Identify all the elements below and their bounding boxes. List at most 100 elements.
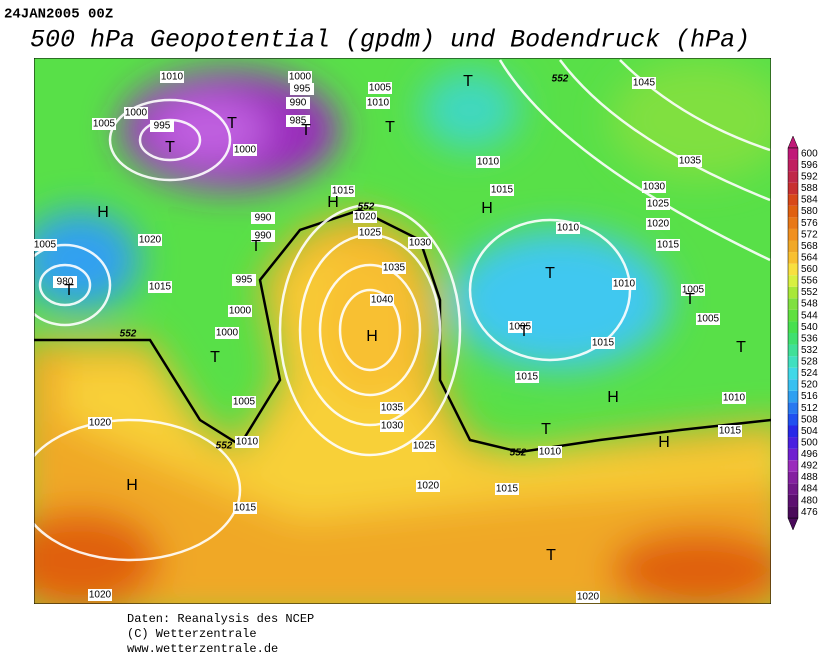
isobar-label-bg xyxy=(646,198,670,210)
colorbar-label: 600 xyxy=(801,148,818,159)
pressure-center: T xyxy=(545,265,555,282)
isobar-label-bg xyxy=(88,417,112,429)
isobar-label: 1040 xyxy=(371,295,394,306)
isobar-label-bg xyxy=(358,227,382,239)
colorbar-swatch xyxy=(788,240,798,253)
isobar-label-bg xyxy=(718,425,742,437)
colorbar-swatch xyxy=(788,333,798,345)
isobar-label: 1045 xyxy=(633,78,656,89)
contour-label: 552 xyxy=(510,448,527,459)
colorbar-label: 528 xyxy=(801,357,818,368)
isobar-label: 1015 xyxy=(491,185,514,196)
pressure-center: H xyxy=(327,194,339,211)
isobar-label: 1035 xyxy=(381,403,404,414)
isobar-label-bg xyxy=(380,402,404,414)
isobar-label: 980 xyxy=(57,277,74,288)
pressure-center: T xyxy=(210,349,220,366)
footer-line: (C) Wetterzentrale xyxy=(127,627,257,641)
isobar-label-bg xyxy=(366,97,390,109)
colorbar-label: 548 xyxy=(801,299,818,310)
isobar-label-bg xyxy=(251,230,275,242)
isobar-label-bg xyxy=(412,440,436,452)
colorbar-swatch xyxy=(788,309,798,322)
isobar-label: 1010 xyxy=(613,279,636,290)
isobar-label-bg xyxy=(368,82,392,94)
isobar-label-bg xyxy=(515,371,539,383)
isobar-label: 1015 xyxy=(234,503,257,514)
isobar-label-bg xyxy=(232,396,256,408)
colorbar-swatch xyxy=(788,252,798,264)
isobar-label: 995 xyxy=(154,121,171,132)
isobar-label: 1000 xyxy=(289,72,312,83)
pressure-center: T xyxy=(546,547,556,564)
pressure-center: T xyxy=(685,291,695,308)
isobar-label-bg xyxy=(642,181,666,193)
isobar-label-bg xyxy=(408,237,432,249)
date: 24JAN2005 00Z xyxy=(4,7,113,23)
isobar-label-bg xyxy=(228,305,252,317)
isobar-label-bg xyxy=(490,184,514,196)
isobar-label: 1000 xyxy=(216,328,239,339)
colorbar-label: 584 xyxy=(801,195,818,206)
colorbar-swatch xyxy=(788,425,798,438)
colorbar-frame xyxy=(787,147,799,519)
pressure-center: H xyxy=(366,328,378,345)
pressure-center: H xyxy=(97,204,109,221)
colorbar-label: 580 xyxy=(801,206,818,217)
colorbar-label: 536 xyxy=(801,333,818,344)
contour-label: 552 xyxy=(216,441,233,452)
colorbar-label: 524 xyxy=(801,368,818,379)
colorbar-swatch xyxy=(788,471,798,484)
colorbar-swatch xyxy=(788,171,798,183)
isobar-label-bg xyxy=(538,446,562,458)
colorbar-swatch xyxy=(788,321,798,333)
colorbar-label: 556 xyxy=(801,276,818,287)
isobar-label-bg xyxy=(34,239,57,251)
map: 1010100510009951000995990985100510101000… xyxy=(34,58,771,604)
isobar-label-bg xyxy=(416,480,440,492)
isobar-label-bg xyxy=(656,239,680,251)
colorbar-label: 520 xyxy=(801,380,818,391)
colorbar-swatch xyxy=(788,263,798,276)
isobar-label-bg xyxy=(556,222,580,234)
isobar-label: 1025 xyxy=(413,441,436,452)
colorbar-swatch xyxy=(788,194,798,206)
pressure-center: T xyxy=(463,73,473,90)
colorbar-swatch xyxy=(788,460,798,472)
contour-label: 552 xyxy=(358,202,375,213)
isobar-label: 1020 xyxy=(89,590,112,601)
isobar-label-bg xyxy=(233,502,257,514)
colorbar-label: 484 xyxy=(801,484,818,495)
isobar-label-bg xyxy=(251,212,275,224)
pressure-center: T xyxy=(227,115,237,132)
colorbar-label: 572 xyxy=(801,229,818,240)
colorbar-swatch xyxy=(788,483,798,495)
pressure-center: T xyxy=(64,282,74,299)
colorbar-label: 516 xyxy=(801,391,818,402)
colorbar-swatch xyxy=(788,390,798,403)
isobar-label: 1015 xyxy=(149,282,172,293)
isobar-label: 1000 xyxy=(229,306,252,317)
isobar-label-bg xyxy=(353,211,377,223)
pressure-center: T xyxy=(541,421,551,438)
isobar-label-bg xyxy=(290,83,314,95)
isobar-label-bg xyxy=(612,278,636,290)
isobar-label: 1010 xyxy=(236,437,259,448)
colorbar-label: 532 xyxy=(801,345,818,356)
isobar-label-bg xyxy=(495,483,519,495)
colorbar-swatch xyxy=(788,402,798,414)
isobar-label: 1035 xyxy=(383,263,406,274)
isobar-label: 1000 xyxy=(234,145,257,156)
isobar-label-bg xyxy=(380,420,404,432)
isobar-label-bg xyxy=(215,327,239,339)
isobar-label-bg xyxy=(232,274,256,286)
colorbar-label: 576 xyxy=(801,218,818,229)
isobar-label: 995 xyxy=(236,275,253,286)
colorbar-swatch xyxy=(788,448,798,461)
colorbar-swatch xyxy=(788,494,798,507)
isobar-label-bg xyxy=(138,234,162,246)
isobar-label-bg xyxy=(150,120,174,132)
colorbar-label: 496 xyxy=(801,449,818,460)
isobar-label: 1005 xyxy=(93,119,116,130)
